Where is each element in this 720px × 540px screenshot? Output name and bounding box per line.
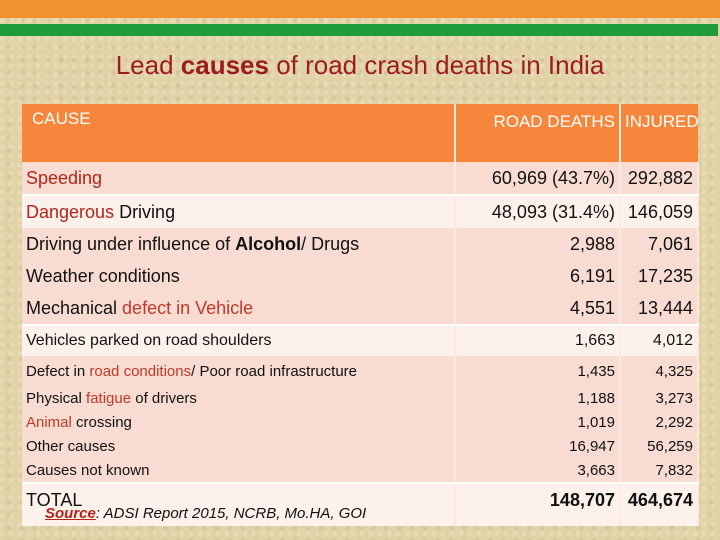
deaths-cell: 1,435: [455, 356, 621, 386]
table-row: Weather conditions 6,191 17,235: [22, 260, 699, 292]
deaths-cell: 60,969 (43.7%): [455, 162, 621, 196]
injured-cell: 17,235: [620, 260, 699, 292]
cause-cell: Mechanical defect in Vehicle: [22, 292, 456, 326]
table-row: Defect in road conditions/ Poor road inf…: [22, 356, 699, 386]
cause-cell: Speeding: [22, 162, 456, 196]
table-row: Other causes 16,947 56,259: [22, 434, 699, 458]
total-row: TOTAL 148,707 464,674: [22, 483, 699, 526]
total-deaths: 148,707: [455, 483, 621, 526]
cause-cell: Dangerous Driving: [22, 195, 456, 228]
causes-table: CAUSE ROAD DEATHS INJURED Speeding 60,96…: [22, 104, 699, 526]
total-label: TOTAL: [22, 483, 456, 526]
deaths-cell: 6,191: [455, 260, 621, 292]
injured-cell: 3,273: [620, 386, 699, 410]
cause-cell: Weather conditions: [22, 260, 456, 292]
table-row: Vehicles parked on road shoulders 1,663 …: [22, 325, 699, 356]
top-orange-band: [0, 0, 720, 18]
deaths-cell: 3,663: [455, 458, 621, 484]
injured-cell: 7,832: [620, 458, 699, 484]
cause-cell: Other causes: [22, 434, 456, 458]
cause-cell: Physical fatigue of drivers: [22, 386, 456, 410]
deaths-cell: 1,663: [455, 325, 621, 356]
deaths-cell: 2,988: [455, 228, 621, 260]
table-header-row: CAUSE ROAD DEATHS INJURED: [22, 104, 699, 162]
table-row: Causes not known 3,663 7,832: [22, 458, 699, 484]
deaths-cell: 1,019: [455, 410, 621, 434]
injured-cell: 2,292: [620, 410, 699, 434]
header-cause: CAUSE: [22, 104, 456, 162]
table-row: Driving under influence of Alcohol/ Drug…: [22, 228, 699, 260]
table-row: Animal crossing 1,019 2,292: [22, 410, 699, 434]
deaths-cell: 16,947: [455, 434, 621, 458]
top-green-band: [0, 24, 718, 36]
injured-cell: 7,061: [620, 228, 699, 260]
slide-title: Lead causes of road crash deaths in Indi…: [115, 50, 605, 80]
deaths-cell: 4,551: [455, 292, 621, 326]
cause-cell: Animal crossing: [22, 410, 456, 434]
injured-cell: 146,059: [620, 195, 699, 228]
injured-cell: 56,259: [620, 434, 699, 458]
cause-cell: Vehicles parked on road shoulders: [22, 325, 456, 356]
cause-cell: Driving under influence of Alcohol/ Drug…: [22, 228, 456, 260]
deaths-cell: 1,188: [455, 386, 621, 410]
header-road-deaths: ROAD DEATHS: [455, 104, 621, 162]
table-row: Dangerous Driving 48,093 (31.4%) 146,059: [22, 195, 699, 228]
table-row: Physical fatigue of drivers 1,188 3,273: [22, 386, 699, 410]
table-row: Speeding 60,969 (43.7%) 292,882: [22, 162, 699, 196]
injured-cell: 4,325: [620, 356, 699, 386]
total-injured: 464,674: [620, 483, 699, 526]
table-row: Mechanical defect in Vehicle 4,551 13,44…: [22, 292, 699, 326]
deaths-cell: 48,093 (31.4%): [455, 195, 621, 228]
cause-cell: Causes not known: [22, 458, 456, 484]
injured-cell: 4,012: [620, 325, 699, 356]
injured-cell: 13,444: [620, 292, 699, 326]
cause-cell: Defect in road conditions/ Poor road inf…: [22, 356, 456, 386]
injured-cell: 292,882: [620, 162, 699, 196]
source-note: Source: ADSI Report 2015, NCRB, Mo.HA, G…: [45, 505, 367, 522]
header-injured: INJURED: [620, 104, 699, 162]
